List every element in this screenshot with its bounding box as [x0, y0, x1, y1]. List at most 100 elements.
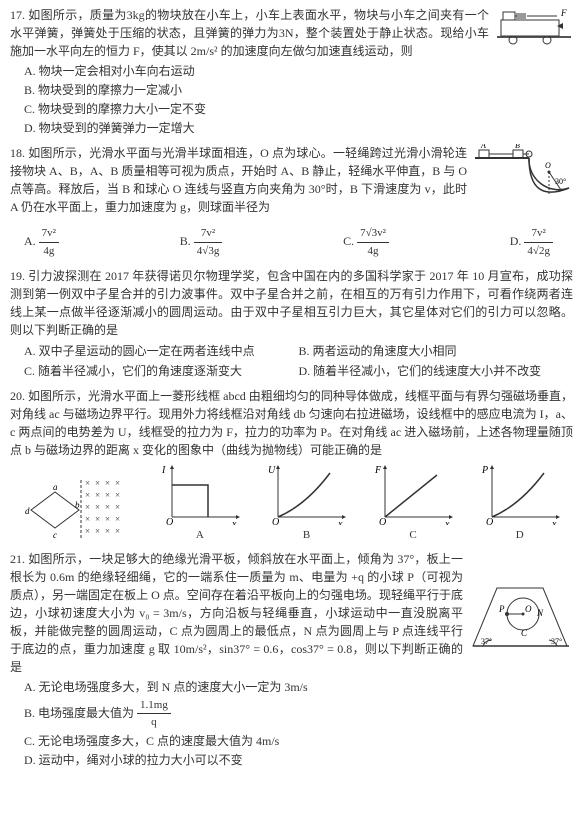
svg-text:×: × [95, 526, 100, 536]
svg-text:N: N [536, 608, 544, 618]
svg-text:O: O [525, 604, 532, 614]
svg-text:U: U [268, 465, 276, 476]
svg-text:×: × [95, 502, 100, 512]
svg-text:F: F [374, 465, 382, 476]
options-18: A. 7v²4g B. 7v²4√3g C. 7√3v²4g D. 7v²4√2… [10, 223, 573, 261]
text-19: 引力波探测在 2017 年获得诺贝尔物理学奖，包含中国在内的多国科学家于 201… [10, 269, 573, 337]
num-19: 19. [10, 269, 25, 283]
nu-18-d: 7v² [524, 225, 553, 243]
de-18-a: 4g [39, 243, 59, 260]
opt-21-c: C. 无论电场强度多大，C 点的速度最大值为 4m/s [10, 732, 573, 750]
nu-18-a: 7v² [39, 225, 59, 243]
opt-18-a-pre: A. [24, 234, 39, 248]
frac-18-c: 7√3v²4g [357, 225, 389, 259]
svg-text:x: x [444, 519, 450, 525]
svg-text:x: x [231, 519, 237, 525]
frac-18-a: 7v²4g [39, 225, 59, 259]
charts-20: ×××× ×××× ×××× ×××× ×××× a b c d I x [10, 465, 573, 544]
opt-18-b-pre: B. [180, 234, 194, 248]
opt-21-b: B. 电场强度最大值为 1.1mgq [10, 697, 573, 731]
options-19: A. 双中子星运动的圆心一定在两者连线中点 B. 两者运动的角速度大小相同 C.… [10, 341, 573, 381]
svg-text:×: × [115, 526, 120, 536]
svg-text:B: B [515, 144, 520, 150]
stem-19: 19. 引力波探测在 2017 年获得诺贝尔物理学奖，包含中国在内的多国科学家于… [10, 267, 573, 339]
svg-text:x: x [551, 519, 557, 525]
chart-20-b: U x O B [266, 465, 346, 544]
chart-20-d: P x O D [480, 465, 560, 544]
svg-text:×: × [105, 478, 110, 488]
svg-text:x: x [337, 519, 343, 525]
fig-21: O P C N 37° 37° [469, 580, 573, 661]
svg-text:P: P [481, 465, 488, 476]
lbl-20-a: A [160, 527, 240, 544]
svg-text:×: × [105, 490, 110, 500]
svg-text:O: O [166, 517, 173, 525]
svg-text:C: C [521, 628, 528, 638]
opt-19-d: D. 随着半径减小，它们的线速度大小并不改变 [299, 362, 574, 380]
fig-18: A B 30° O [473, 144, 573, 221]
svg-text:×: × [85, 514, 90, 524]
svg-text:×: × [115, 478, 120, 488]
opt-18-a: A. 7v²4g [24, 225, 59, 259]
svg-text:P: P [498, 604, 505, 614]
chart-20-a: I x O A [160, 465, 240, 544]
text-17: 如图所示，质量为3kg的物块放在小车上，小车上表面水平，物块与小车之间夹有一个水… [10, 8, 489, 58]
problem-20: 20. 如图所示，光滑水平面上一菱形线框 abcd 由粗细均匀的同种导体做成，线… [10, 387, 573, 544]
svg-text:×: × [85, 526, 90, 536]
nu-21-b: 1.1mg [137, 697, 171, 715]
svg-text:×: × [85, 478, 90, 488]
svg-text:×: × [105, 526, 110, 536]
de-18-d: 4√2g [524, 243, 553, 260]
nu-18-c: 7√3v² [357, 225, 389, 243]
problem-17: F 17. 如图所示，质量为3kg的物块放在小车上，小车上表面水平，物块与小车之… [10, 6, 573, 138]
num-20: 20. [10, 389, 25, 403]
lbl-20-d: D [480, 527, 560, 544]
text-20: 如图所示，光滑水平面上一菱形线框 abcd 由粗细均匀的同种导体做成，线框平面与… [10, 389, 573, 457]
svg-text:O: O [379, 517, 386, 525]
svg-text:A: A [480, 144, 486, 150]
svg-text:×: × [85, 502, 90, 512]
problem-19: 19. 引力波探测在 2017 年获得诺贝尔物理学奖，包含中国在内的多国科学家于… [10, 267, 573, 381]
frac-18-d: 7v²4√2g [524, 225, 553, 259]
svg-text:×: × [95, 478, 100, 488]
chart-20-c: F x O C [373, 465, 453, 544]
opt-17-a: A. 物块一定会相对小车向右运动 [10, 62, 573, 80]
stem-20: 20. 如图所示，光滑水平面上一菱形线框 abcd 由粗细均匀的同种导体做成，线… [10, 387, 573, 459]
svg-text:×: × [95, 514, 100, 524]
opt-18-d-pre: D. [510, 234, 525, 248]
svg-text:O: O [272, 517, 279, 525]
de-21-b: q [137, 714, 171, 731]
fig-17: F [495, 6, 573, 55]
svg-text:×: × [115, 514, 120, 524]
opt-17-c: C. 物块受到的摩擦力大小一定不变 [10, 100, 573, 118]
svg-text:×: × [115, 502, 120, 512]
opt-17-b: B. 物块受到的摩擦力一定减小 [10, 81, 573, 99]
svg-text:a: a [53, 482, 58, 492]
frac-18-b: 7v²4√3g [194, 225, 223, 259]
opt-19-c: C. 随着半径减小，它们的角速度逐渐变大 [24, 362, 299, 380]
lbl-20-b: B [266, 527, 346, 544]
svg-text:×: × [105, 502, 110, 512]
svg-text:×: × [105, 514, 110, 524]
de-18-c: 4g [357, 243, 389, 260]
svg-text:c: c [53, 530, 57, 540]
svg-text:O: O [486, 517, 493, 525]
opt-18-c: C. 7√3v²4g [343, 225, 389, 259]
svg-text:O: O [545, 161, 551, 170]
svg-text:b: b [75, 500, 80, 510]
opt-17-d: D. 物块受到的弹簧弹力一定增大 [10, 119, 573, 137]
num-17: 17. [10, 8, 25, 22]
opt-19-a: A. 双中子星运动的圆心一定在两者连线中点 [24, 342, 299, 360]
svg-text:I: I [161, 465, 166, 476]
text-21: 如图所示，一块足够大的绝缘光滑平板，倾斜放在水平面上，倾角为 37°，板上一根长… [10, 552, 463, 674]
problem-18: A B 30° O 18. 如图所示，光滑水平面与光滑半球面相连，O 点为球心。… [10, 144, 573, 261]
num-21: 21. [10, 552, 25, 566]
opt-21-a: A. 无论电场强度多大，到 N 点的速度大小一定为 3m/s [10, 678, 573, 696]
svg-text:×: × [95, 490, 100, 500]
stem-17: 17. 如图所示，质量为3kg的物块放在小车上，小车上表面水平，物块与小车之间夹… [10, 6, 573, 60]
svg-text:×: × [85, 490, 90, 500]
num-18: 18. [10, 146, 25, 160]
opt-21-d: D. 运动中，绳对小球的拉力大小可以不变 [10, 751, 573, 769]
text-18: 如图所示，光滑水平面与光滑半球面相连，O 点为球心。一轻绳跨过光滑小滑轮连接物块… [10, 146, 467, 214]
svg-text:F: F [560, 8, 567, 18]
